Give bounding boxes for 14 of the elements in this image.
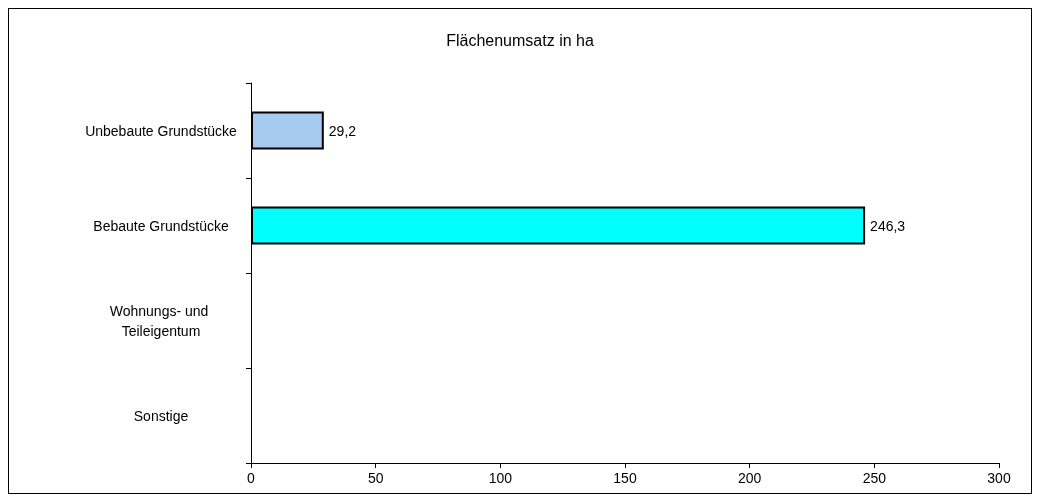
data-label: 246,3 <box>870 217 906 234</box>
x-tick-label: 250 <box>862 470 887 486</box>
y-tick-label: Wohnungs- und Teileigentum <box>109 302 213 339</box>
x-tick-label: 0 <box>247 470 256 486</box>
data-label: 29,2 <box>328 122 357 139</box>
x-tick-label: 150 <box>613 470 637 486</box>
x-tick-label: 100 <box>488 470 513 486</box>
x-tick-label: 50 <box>367 470 384 486</box>
y-tick-label: Unbebaute Grundstücke <box>85 122 238 139</box>
x-tick-label: 300 <box>987 470 1011 486</box>
x-tick-label: 200 <box>737 470 762 486</box>
chart-title: Flächenumsatz in ha <box>446 31 594 49</box>
y-tick-label: Sonstige <box>133 407 189 424</box>
y-tick-label: Bebaute Grundstücke <box>93 217 229 234</box>
